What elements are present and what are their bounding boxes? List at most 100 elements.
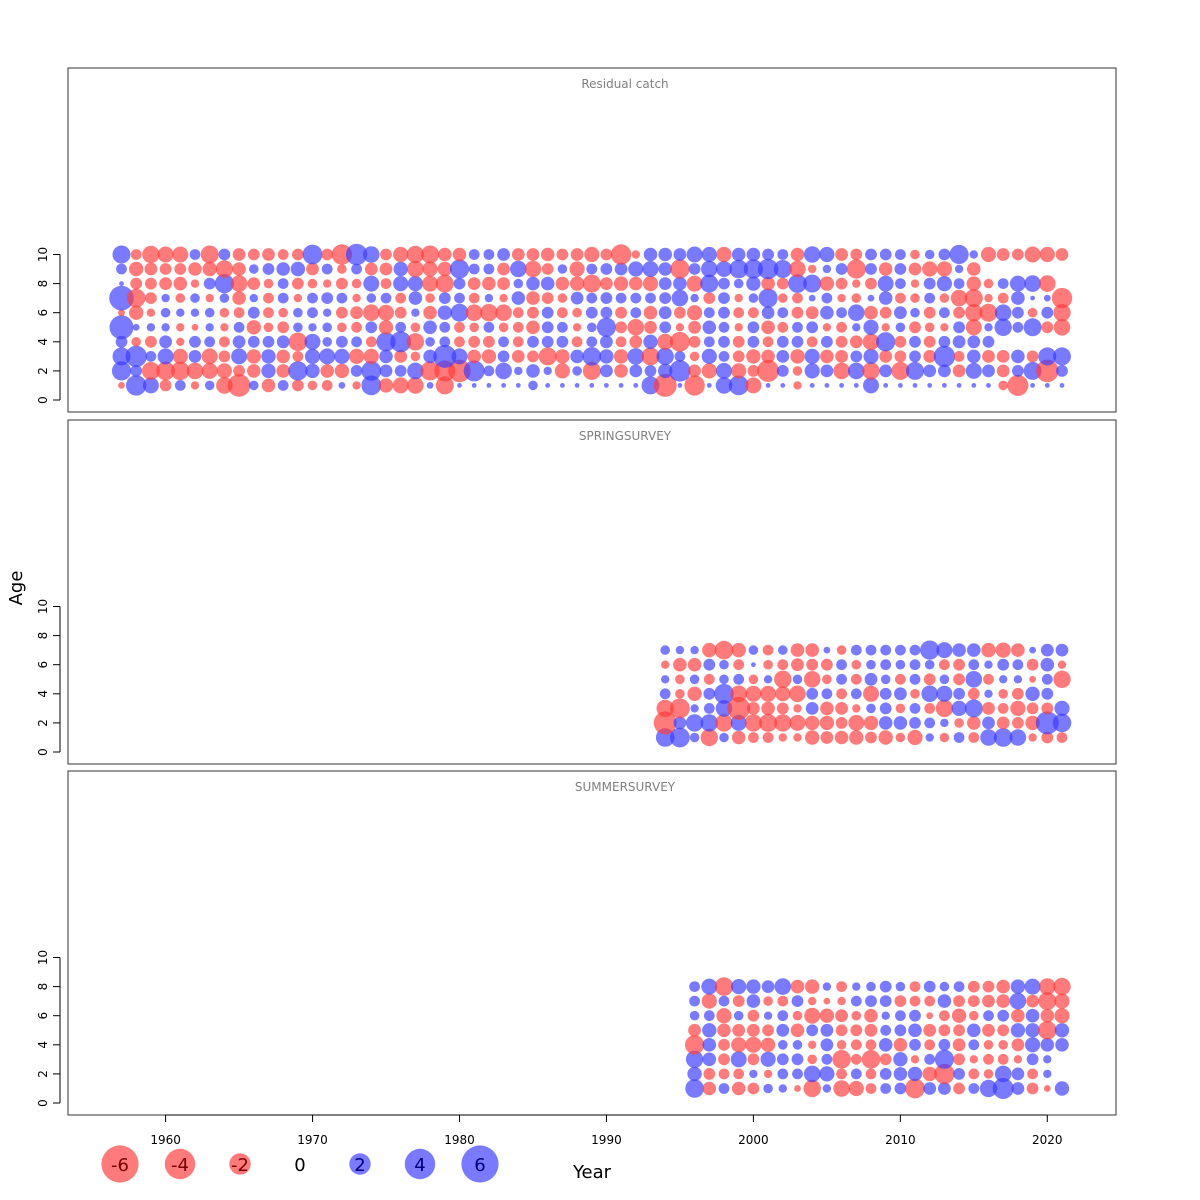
bubble: [971, 383, 977, 388]
bubble: [394, 365, 407, 377]
bubble: [1040, 1008, 1055, 1023]
bubble: [1012, 687, 1024, 700]
bubble: [763, 996, 773, 1006]
bubble: [526, 364, 540, 378]
bubble: [851, 293, 862, 303]
bubble: [685, 1050, 704, 1069]
bubble: [293, 307, 303, 318]
bubble: [822, 1084, 832, 1093]
bubble: [363, 304, 380, 322]
bubble: [176, 337, 185, 346]
bubble: [572, 323, 582, 332]
bubble: [805, 306, 819, 320]
bubble: [614, 262, 628, 276]
bubble: [321, 380, 333, 391]
bubble: [188, 350, 202, 363]
y-axis: 0 2 4 6 8 10: [36, 247, 61, 404]
bubble: [673, 276, 687, 291]
bubble: [555, 349, 570, 364]
bubble: [323, 279, 332, 288]
bubble: [233, 321, 245, 333]
bubble: [925, 733, 934, 742]
bubble: [803, 1079, 821, 1098]
bubble: [793, 733, 802, 742]
bubble: [763, 659, 773, 670]
bubble: [277, 249, 289, 260]
bubble: [895, 278, 906, 289]
bubble: [835, 248, 848, 261]
bubble: [191, 323, 199, 331]
bubble: [615, 292, 627, 304]
bubble: [998, 380, 1008, 391]
bubble: [924, 249, 935, 260]
bubble: [982, 335, 995, 348]
bubble: [645, 292, 656, 304]
bubble: [495, 304, 512, 322]
legend-bubble: [229, 1153, 251, 1175]
bubble: [132, 323, 140, 331]
bubble: [689, 981, 700, 992]
bubble: [361, 361, 382, 381]
bubble: [497, 262, 510, 276]
bubble: [497, 277, 510, 290]
bubble: [833, 1080, 850, 1097]
bubble: [249, 380, 259, 391]
bubble: [895, 673, 906, 685]
bubble: [939, 732, 950, 743]
bubble: [718, 306, 730, 319]
bubble: [743, 259, 764, 279]
bubble: [452, 247, 467, 262]
bubble: [156, 361, 175, 381]
bubble: [365, 321, 378, 334]
bubble: [541, 292, 554, 304]
bubble: [761, 980, 775, 993]
bubble: [716, 261, 732, 277]
bubble: [939, 674, 950, 685]
bubble: [997, 292, 1009, 304]
bubble: [613, 276, 629, 291]
bubble: [1038, 992, 1057, 1011]
bubble: [174, 263, 187, 275]
bubble: [923, 673, 936, 686]
bubble: [1043, 1055, 1052, 1064]
bubble: [205, 323, 214, 332]
bubble: [837, 996, 846, 1006]
bubble: [895, 292, 906, 304]
bubble: [778, 733, 787, 742]
bubble: [463, 360, 485, 382]
bubble: [701, 978, 718, 995]
bubble: [277, 380, 289, 391]
bubble: [864, 1008, 878, 1023]
bubble: [893, 1052, 908, 1067]
bubble: [307, 380, 318, 391]
bubble: [1036, 359, 1059, 383]
bubble: [674, 351, 686, 362]
bubble: [379, 262, 393, 276]
bubble: [643, 305, 658, 320]
bubble: [776, 365, 789, 377]
bubble: [791, 995, 804, 1007]
bubble: [894, 687, 907, 701]
bubble: [819, 715, 835, 731]
bubble: [203, 277, 216, 290]
bubble: [161, 323, 170, 332]
bubble: [790, 349, 805, 364]
bubble: [789, 714, 806, 731]
bubble: [924, 322, 935, 333]
bubble: [822, 264, 832, 274]
bubble: [112, 347, 131, 366]
bubble: [586, 292, 598, 304]
bubble: [410, 351, 421, 362]
legend-label: 0: [294, 1155, 305, 1176]
bubble: [850, 673, 862, 685]
bubbles: [109, 243, 1073, 397]
bubble: [909, 644, 921, 656]
bubble: [852, 279, 861, 288]
bubble: [304, 333, 321, 350]
bubble: [261, 378, 276, 393]
bubble: [126, 288, 146, 308]
bubble: [423, 349, 437, 364]
bubble: [836, 981, 847, 992]
bubble: [570, 291, 584, 305]
